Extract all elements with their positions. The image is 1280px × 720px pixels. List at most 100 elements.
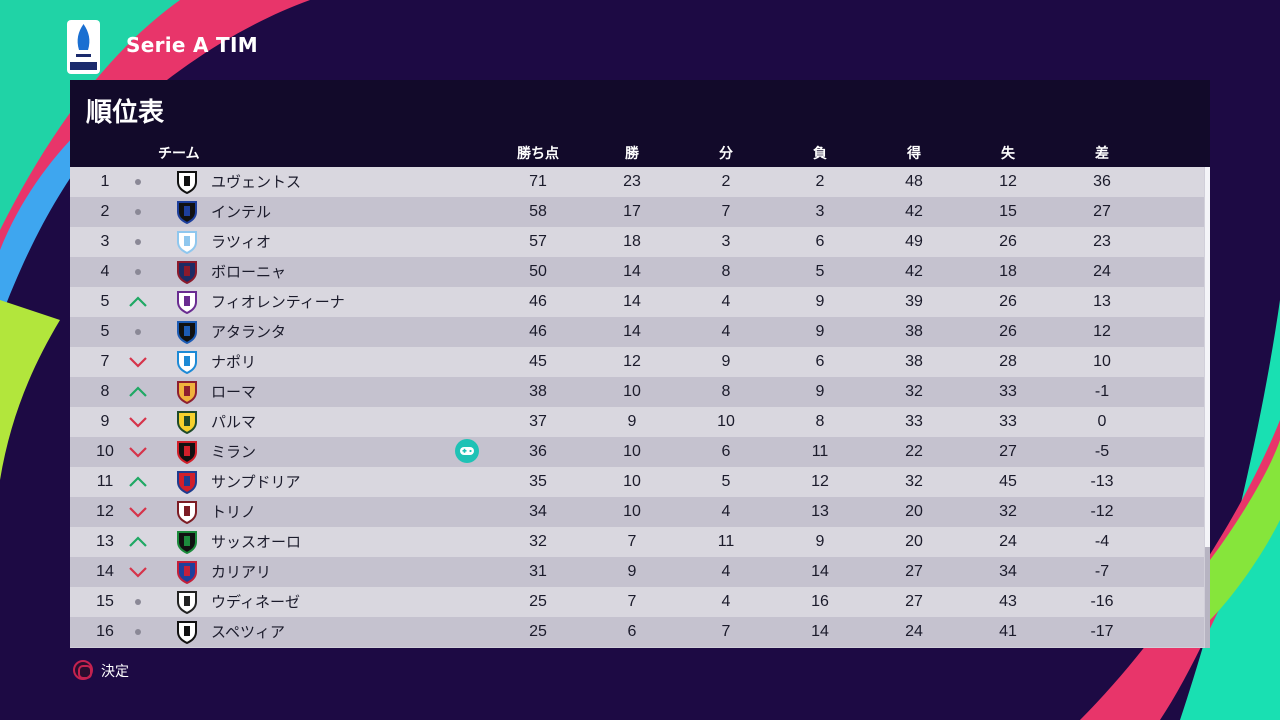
rank-cell: 8 bbox=[100, 383, 110, 400]
table-row[interactable]: 10 ミラン 36 10 6 11 22 27 -5 bbox=[70, 437, 1204, 467]
goal-difference-cell: 36 bbox=[1093, 173, 1111, 190]
goals-against-cell: 26 bbox=[999, 233, 1017, 250]
table-row[interactable]: 12 トリノ 34 10 4 13 20 32 -12 bbox=[70, 497, 1204, 527]
atalanta-crest bbox=[174, 320, 200, 345]
column-header-team: チーム bbox=[158, 146, 200, 162]
points-cell: 58 bbox=[529, 203, 547, 220]
draws-cell: 4 bbox=[721, 563, 731, 580]
trend-unchanged-icon bbox=[126, 317, 150, 347]
points-cell: 25 bbox=[529, 623, 547, 640]
udinese-crest bbox=[174, 590, 200, 615]
table-row[interactable]: 9 パルマ 37 9 10 8 33 33 0 bbox=[70, 407, 1204, 437]
points-cell: 45 bbox=[529, 353, 547, 370]
bologna-crest bbox=[174, 260, 200, 285]
losses-cell: 2 bbox=[815, 173, 825, 190]
wins-cell: 6 bbox=[627, 623, 637, 640]
losses-cell: 9 bbox=[815, 383, 825, 400]
wins-cell: 10 bbox=[623, 473, 641, 490]
trend-up-icon bbox=[126, 377, 150, 407]
points-cell: 37 bbox=[529, 413, 547, 430]
losses-cell: 9 bbox=[815, 323, 825, 340]
points-cell: 71 bbox=[529, 173, 547, 190]
rank-cell: 15 bbox=[96, 593, 114, 610]
standings-table: 1 ユヴェントス 71 23 2 2 48 12 36 2 インテル 58 17 7 3 42 15 27 3 ラツィ… bbox=[70, 167, 1210, 648]
goals-for-cell: 32 bbox=[905, 473, 923, 490]
trend-unchanged-icon bbox=[126, 257, 150, 287]
inter-crest bbox=[174, 200, 200, 225]
rank-cell: 2 bbox=[100, 203, 110, 220]
trend-down-icon bbox=[126, 347, 150, 377]
trend-unchanged-icon bbox=[126, 197, 150, 227]
goals-against-cell: 27 bbox=[999, 443, 1017, 460]
wins-cell: 12 bbox=[623, 353, 641, 370]
points-cell: 36 bbox=[529, 443, 547, 460]
draws-cell: 5 bbox=[721, 473, 731, 490]
table-row[interactable]: 15 ウディネーゼ 25 7 4 16 27 43 -16 bbox=[70, 587, 1204, 617]
draws-cell: 8 bbox=[721, 263, 731, 280]
table-row[interactable]: 14 カリアリ 31 9 4 14 27 34 -7 bbox=[70, 557, 1204, 587]
draws-cell: 4 bbox=[721, 503, 731, 520]
losses-cell: 3 bbox=[815, 203, 825, 220]
goals-against-cell: 15 bbox=[999, 203, 1017, 220]
table-row[interactable]: 2 インテル 58 17 7 3 42 15 27 bbox=[70, 197, 1204, 227]
wins-cell: 9 bbox=[627, 563, 637, 580]
table-row[interactable]: 13 サッスオーロ 32 7 11 9 20 24 -4 bbox=[70, 527, 1204, 557]
table-row[interactable]: 3 ラツィオ 57 18 3 6 49 26 23 bbox=[70, 227, 1204, 257]
goal-difference-cell: 13 bbox=[1093, 293, 1111, 310]
goals-against-cell: 12 bbox=[999, 173, 1017, 190]
losses-cell: 11 bbox=[811, 443, 829, 460]
fiorentina-crest bbox=[174, 290, 200, 315]
goals-against-cell: 18 bbox=[999, 263, 1017, 280]
circle-button-icon bbox=[73, 660, 93, 680]
losses-cell: 14 bbox=[811, 563, 829, 580]
rank-cell: 12 bbox=[96, 503, 114, 520]
team-name: サッスオーロ bbox=[211, 533, 302, 551]
goals-for-cell: 27 bbox=[905, 593, 923, 610]
rank-cell: 14 bbox=[96, 563, 114, 580]
page-title: 順位表 bbox=[86, 98, 165, 128]
trend-down-icon bbox=[126, 437, 150, 467]
points-cell: 35 bbox=[529, 473, 547, 490]
table-row[interactable]: 1 ユヴェントス 71 23 2 2 48 12 36 bbox=[70, 167, 1204, 197]
losses-cell: 6 bbox=[815, 353, 825, 370]
goal-difference-cell: -7 bbox=[1094, 563, 1110, 580]
trend-unchanged-icon bbox=[126, 167, 150, 197]
draws-cell: 4 bbox=[721, 323, 731, 340]
wins-cell: 10 bbox=[623, 383, 641, 400]
goal-difference-cell: 10 bbox=[1093, 353, 1111, 370]
points-cell: 38 bbox=[529, 383, 547, 400]
rank-cell: 5 bbox=[100, 323, 110, 340]
league-title: Serie A TIM bbox=[126, 33, 258, 57]
trend-up-icon bbox=[126, 527, 150, 557]
table-row[interactable]: 11 サンプドリア 35 10 5 12 32 45 -13 bbox=[70, 467, 1204, 497]
team-name: ミラン bbox=[211, 443, 257, 461]
wins-cell: 7 bbox=[627, 593, 637, 610]
goals-for-cell: 27 bbox=[905, 563, 923, 580]
wins-cell: 9 bbox=[627, 413, 637, 430]
scrollbar[interactable] bbox=[1205, 167, 1210, 648]
wins-cell: 14 bbox=[623, 323, 641, 340]
rank-cell: 4 bbox=[100, 263, 110, 280]
losses-cell: 13 bbox=[811, 503, 829, 520]
table-row[interactable]: 4 ボローニャ 50 14 8 5 42 18 24 bbox=[70, 257, 1204, 287]
rank-cell: 3 bbox=[100, 233, 110, 250]
table-row[interactable]: 8 ローマ 38 10 8 9 32 33 -1 bbox=[70, 377, 1204, 407]
table-row[interactable]: 5 アタランタ 46 14 4 9 38 26 12 bbox=[70, 317, 1204, 347]
draws-cell: 7 bbox=[721, 623, 731, 640]
draws-cell: 3 bbox=[721, 233, 731, 250]
goals-for-cell: 39 bbox=[905, 293, 923, 310]
team-name: フィオレンティーナ bbox=[211, 293, 345, 311]
goals-against-cell: 26 bbox=[999, 323, 1017, 340]
goal-difference-cell: 27 bbox=[1093, 203, 1111, 220]
standings-panel: 順位表 チーム 勝ち点 勝 分 負 得 失 差 1 ユヴェントス 71 23 2 2 48 1… bbox=[70, 80, 1210, 648]
scrollbar-thumb[interactable] bbox=[1205, 167, 1210, 547]
serie-a-logo bbox=[67, 20, 100, 74]
rank-cell: 11 bbox=[96, 473, 114, 490]
table-row[interactable]: 5 フィオレンティーナ 46 14 4 9 39 26 13 bbox=[70, 287, 1204, 317]
goal-difference-cell: -16 bbox=[1090, 593, 1114, 610]
table-row[interactable]: 7 ナポリ 45 12 9 6 38 28 10 bbox=[70, 347, 1204, 377]
goal-difference-cell: 24 bbox=[1093, 263, 1111, 280]
draws-cell: 10 bbox=[717, 413, 735, 430]
table-row[interactable]: 16 スペツィア 25 6 7 14 24 41 -17 bbox=[70, 617, 1204, 647]
